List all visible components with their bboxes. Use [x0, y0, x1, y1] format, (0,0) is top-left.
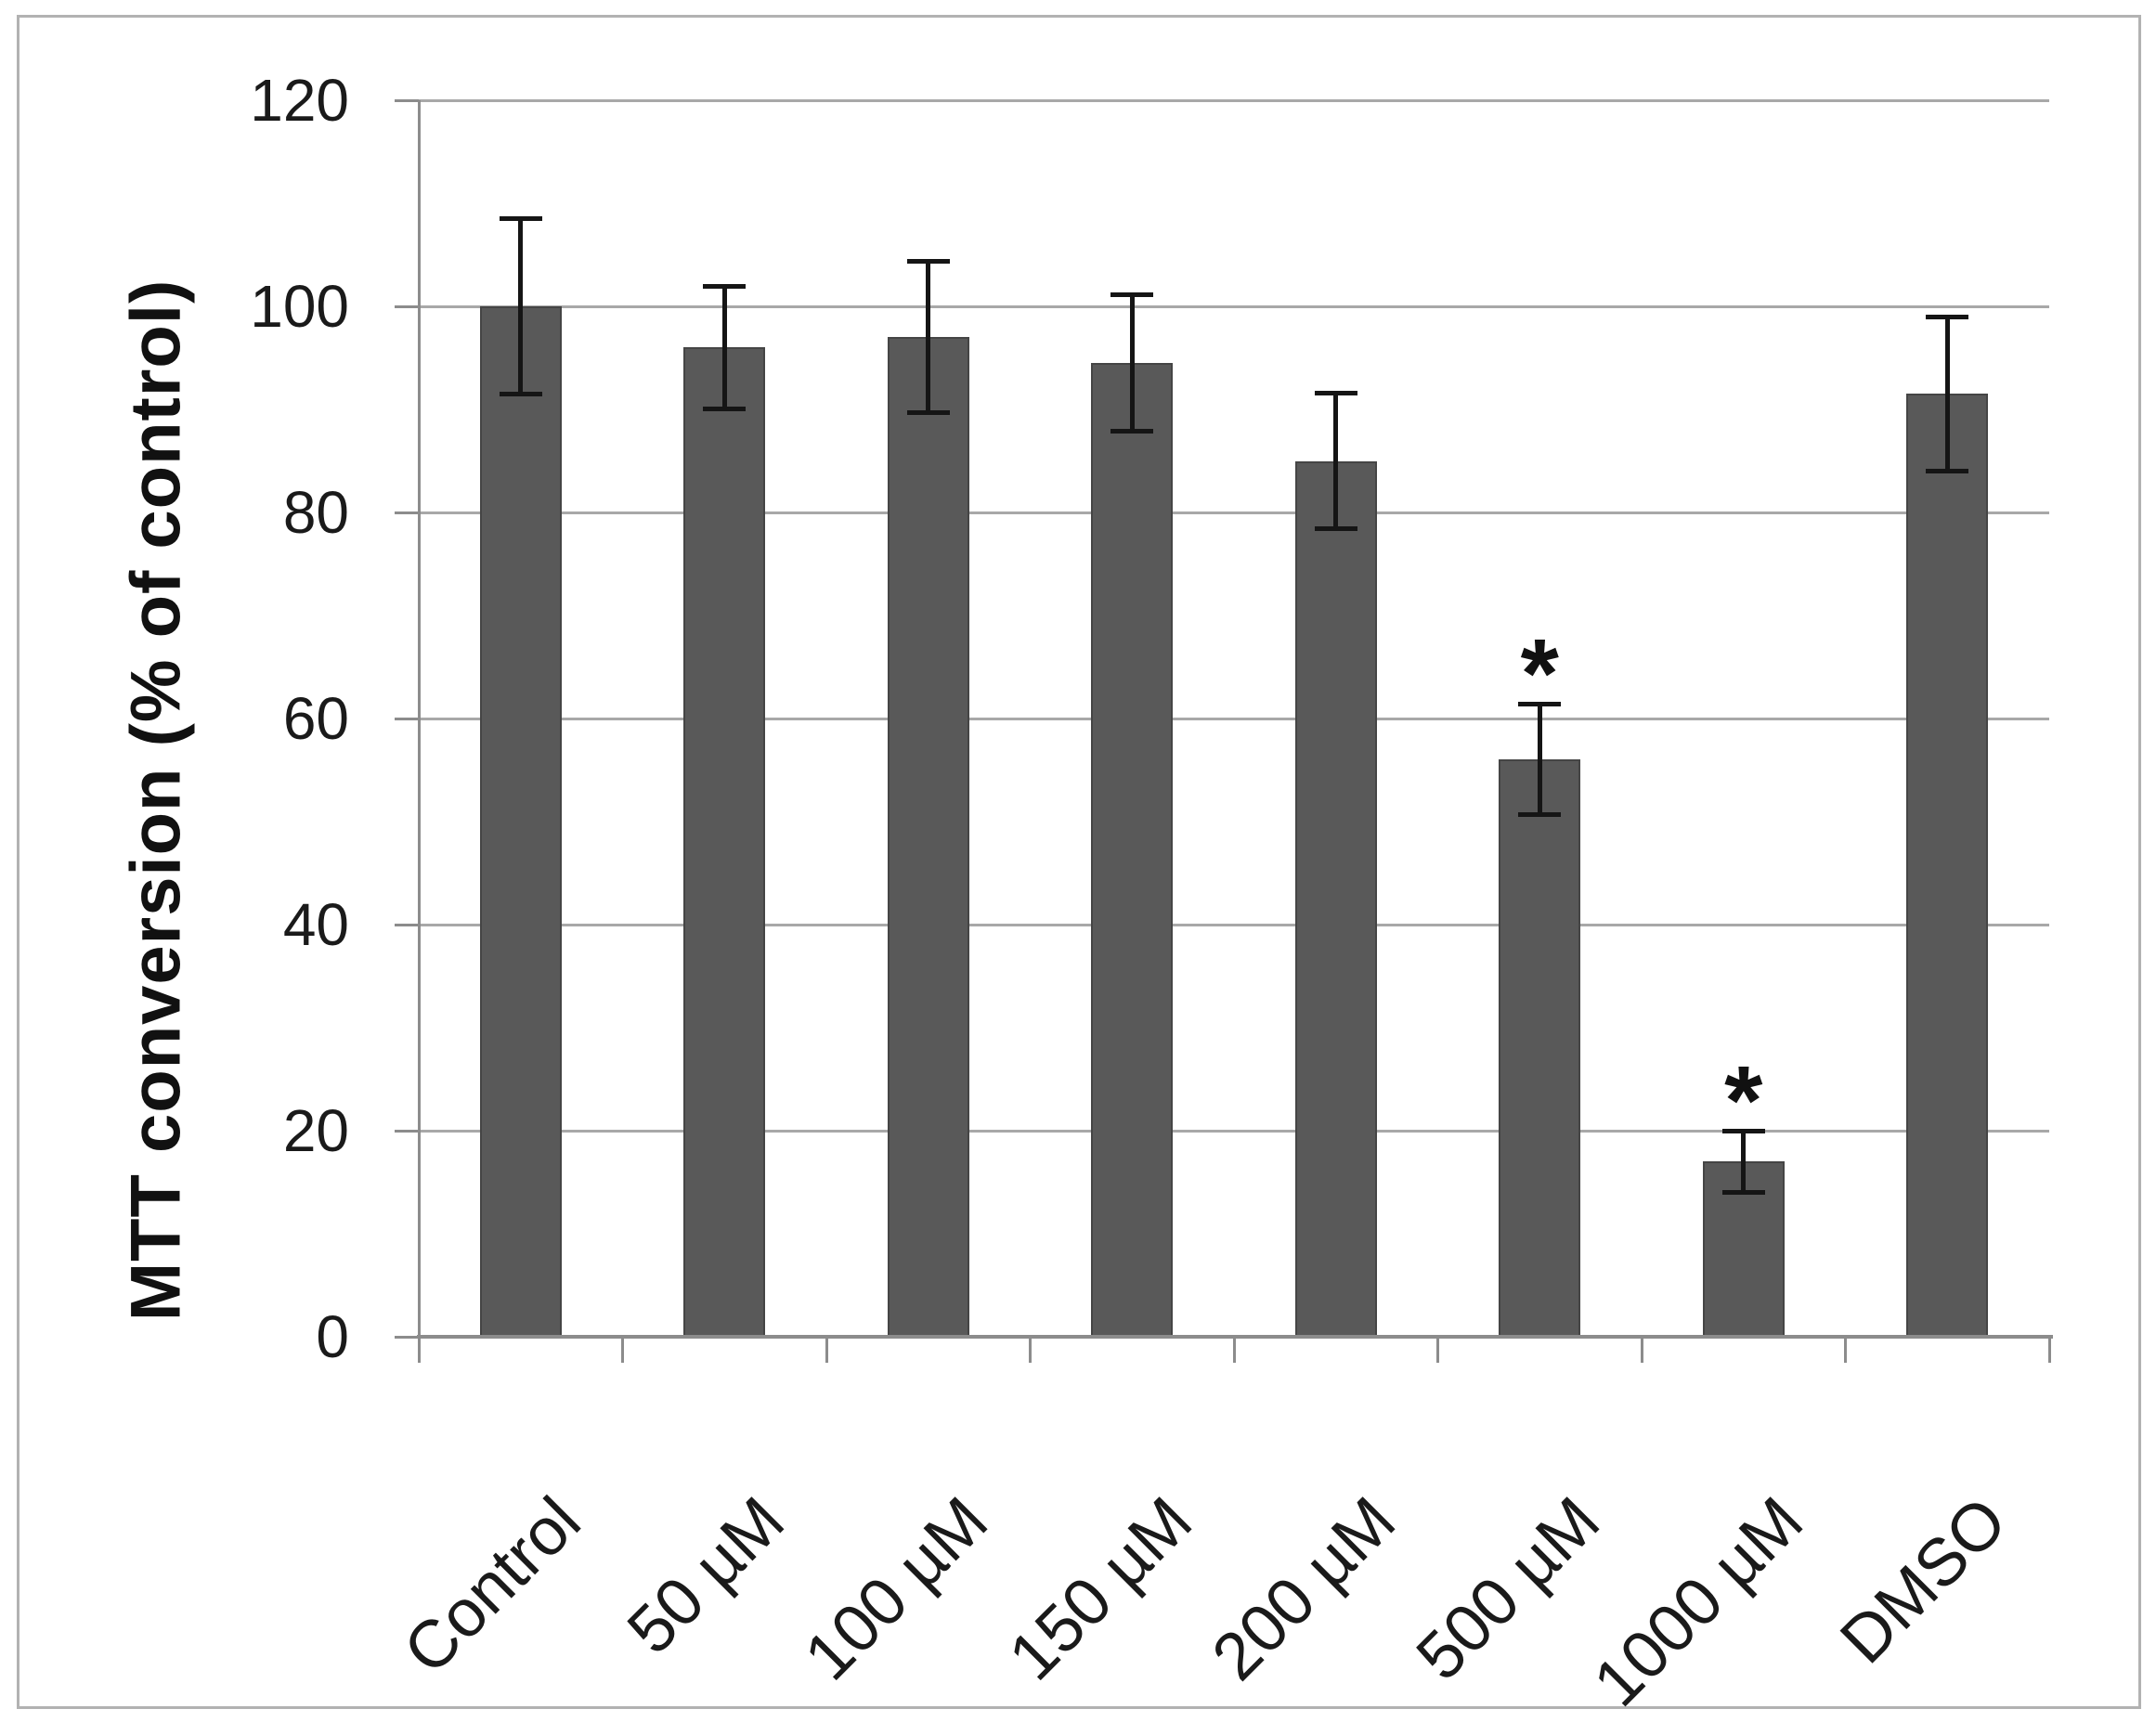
bar-500 µM	[1499, 759, 1581, 1337]
error-bar-line	[721, 285, 727, 409]
y-axis-title: MTT conversion (% of control)	[116, 278, 196, 1322]
x-axis-tick	[1029, 1337, 1032, 1363]
error-bar-bottom-cap	[703, 407, 747, 411]
error-bar-bottom-cap	[1314, 525, 1357, 531]
error-bar-bottom-cap	[1518, 812, 1562, 818]
x-axis-label-Control: Control	[389, 1482, 595, 1689]
error-bar-line	[926, 261, 931, 414]
x-axis-label-DMSO: DMSO	[1826, 1482, 2021, 1678]
x-axis-label-150 µM: 150 µM	[994, 1482, 1206, 1695]
y-axis-tick-100	[395, 304, 419, 308]
x-axis-line	[417, 1335, 2053, 1339]
error-bar-line	[1333, 393, 1339, 529]
x-axis-tick	[2047, 1337, 2051, 1363]
x-axis-tick	[621, 1337, 624, 1363]
y-tick-label-120: 120	[250, 67, 349, 134]
significance-asterisk: *	[1724, 1046, 1763, 1156]
error-bar-line	[1741, 1131, 1747, 1193]
y-axis-tick-120	[395, 98, 419, 102]
error-bar-line	[518, 217, 524, 395]
error-bar-bottom-cap	[1110, 429, 1154, 434]
bar-50 µM	[683, 347, 766, 1337]
error-bar-top-cap	[1518, 702, 1562, 707]
bar-DMSO	[1906, 394, 1989, 1337]
x-axis-tick	[825, 1337, 828, 1363]
y-axis-tick-0	[395, 1335, 419, 1339]
y-tick-label-80: 80	[282, 479, 349, 546]
error-bar-bottom-cap	[906, 410, 950, 416]
error-bar-top-cap	[1721, 1129, 1765, 1133]
y-tick-label-0: 0	[316, 1303, 349, 1370]
bar-100 µM	[887, 337, 969, 1337]
error-bar-bottom-cap	[1721, 1189, 1765, 1195]
y-tick-label-100: 100	[250, 273, 349, 340]
bar-Control	[479, 306, 562, 1337]
gridline-60	[419, 717, 2049, 720]
y-tick-label-20: 20	[282, 1097, 349, 1164]
error-bar-line	[1129, 293, 1135, 433]
y-axis-tick-60	[395, 717, 419, 720]
x-axis-label-500 µM: 500 µM	[1402, 1482, 1614, 1695]
y-axis-tick-20	[395, 1129, 419, 1133]
y-tick-label-60: 60	[282, 685, 349, 752]
error-bar-top-cap	[1110, 291, 1154, 297]
error-bar-line	[1944, 317, 1950, 472]
error-bar-line	[1537, 704, 1542, 816]
y-axis-tick-40	[395, 923, 419, 926]
error-bar-bottom-cap	[1926, 468, 1969, 473]
bar-150 µM	[1091, 363, 1174, 1337]
gridline-120	[419, 98, 2049, 102]
y-axis-line	[417, 100, 421, 1363]
figure-frame	[17, 15, 2141, 1709]
gridline-100	[419, 304, 2049, 308]
x-axis-label-1000 µM: 1000 µM	[1579, 1482, 1818, 1721]
bar-200 µM	[1294, 460, 1377, 1337]
x-axis-tick	[1640, 1337, 1643, 1363]
y-axis-tick-80	[395, 511, 419, 514]
y-tick-label-40: 40	[282, 891, 349, 958]
x-axis-label-100 µM: 100 µM	[790, 1482, 1003, 1695]
error-bar-top-cap	[1926, 315, 1969, 320]
x-axis-label-50 µM: 50 µM	[613, 1482, 799, 1668]
error-bar-top-cap	[906, 259, 950, 265]
error-bar-top-cap	[499, 215, 542, 221]
gridline-80	[419, 511, 2049, 514]
error-bar-bottom-cap	[499, 392, 542, 397]
x-axis-label-200 µM: 200 µM	[1198, 1482, 1410, 1695]
error-bar-top-cap	[703, 283, 747, 289]
gridline-40	[419, 923, 2049, 926]
significance-asterisk: *	[1520, 619, 1559, 730]
x-axis-tick	[1844, 1337, 1847, 1363]
x-axis-tick	[1436, 1337, 1439, 1363]
error-bar-top-cap	[1314, 391, 1357, 396]
gridline-20	[419, 1129, 2049, 1133]
x-axis-tick	[1232, 1337, 1236, 1363]
